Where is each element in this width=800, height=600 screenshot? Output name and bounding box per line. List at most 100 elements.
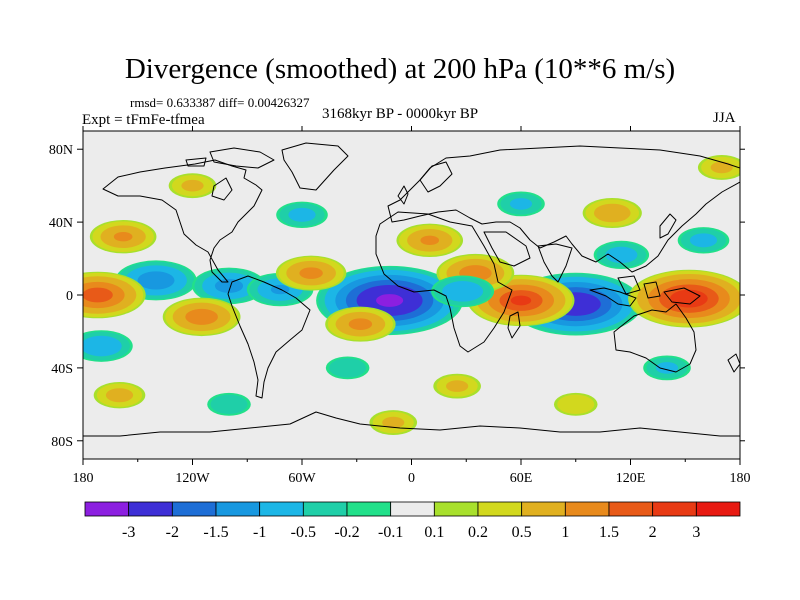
colorbar-label: -0.5 [291, 524, 316, 541]
colorbar-label: -2 [166, 524, 179, 541]
colorbar-label: -1 [253, 524, 266, 541]
anomaly-22 [643, 355, 691, 381]
plot-area [83, 131, 740, 459]
contour-level [348, 318, 373, 330]
colorbar-label: 1.5 [599, 524, 619, 541]
anomaly-25 [168, 173, 217, 199]
x-tick-label: 60W [288, 471, 316, 486]
contour-level [557, 394, 595, 415]
colorbar-swatch [433, 501, 479, 517]
coastline-australia [613, 303, 697, 373]
x-tick-label: 60E [510, 471, 533, 486]
contour-level [710, 161, 733, 174]
contour-level [185, 308, 218, 325]
contour-level [446, 380, 469, 392]
anomaly-28 [369, 410, 418, 435]
colorbar-swatch [608, 501, 654, 517]
coastline-greenland [281, 142, 349, 191]
contour-level [113, 231, 133, 242]
contour-level [689, 233, 718, 248]
colorbar-swatch [564, 501, 610, 517]
coastline-madagascar [507, 311, 521, 339]
anomaly-16 [593, 240, 650, 270]
colorbar-label: -0.1 [378, 524, 403, 541]
colorbar-swatch [215, 501, 261, 517]
divergence-field [83, 155, 740, 435]
y-tick-label: 40S [51, 362, 73, 377]
coastline-scandinavia [419, 161, 453, 193]
contour-level [510, 295, 532, 306]
anomaly-20 [83, 330, 133, 362]
colorbar-label: 3 [692, 524, 700, 541]
anomaly-10 [325, 306, 396, 342]
anomaly-13 [89, 219, 157, 254]
anomaly-18 [677, 227, 730, 254]
season-label: JJA [713, 110, 736, 126]
anomaly-23 [325, 356, 370, 380]
anomaly-15 [431, 275, 495, 308]
coastline-british-isles [397, 185, 409, 205]
axes: 180 120W 60W 0 60E 120E 180 80N 40N 0 40S 80S [49, 126, 751, 486]
anomaly-19 [497, 191, 545, 217]
contour-level [593, 203, 631, 223]
period-text: 3168kyr BP - 0000kyr BP [322, 106, 479, 122]
anomaly-24 [433, 373, 481, 399]
anomaly-12 [396, 223, 464, 258]
contour-level [83, 287, 113, 303]
colorbar-label: 1 [561, 524, 569, 541]
contour-level [299, 267, 323, 279]
colorbar-swatch [302, 501, 348, 517]
coastline-arabia [483, 231, 531, 267]
anomaly-14 [582, 198, 642, 228]
colorbar-swatch [521, 501, 566, 517]
contour-level [210, 394, 248, 415]
colorbar-swatch [259, 501, 304, 517]
coastlines [83, 142, 740, 437]
colorbar-label: -1.5 [203, 524, 228, 541]
x-tick-label: 120W [175, 471, 210, 486]
x-tick-label: 120E [616, 471, 646, 486]
contour-level [442, 281, 484, 302]
colorbar-swatch [84, 501, 130, 517]
colorbar-label: 0.2 [468, 524, 488, 541]
colorbar-label: 2 [649, 524, 657, 541]
anomaly-9 [275, 255, 347, 291]
coastline-south-america [227, 275, 311, 399]
contour-level [181, 179, 204, 192]
y-tick-label: 0 [66, 289, 73, 304]
y-tick-label: 80N [49, 143, 73, 158]
colorbar-swatch [652, 501, 697, 517]
colorbar-swatch [346, 501, 392, 517]
colorbar-label: -3 [122, 524, 135, 541]
coastline-indonesia [589, 275, 701, 307]
y-tick-label: 80S [51, 435, 73, 450]
anomaly-5 [628, 269, 740, 328]
contour-level [420, 235, 440, 246]
contour-level [288, 207, 316, 222]
contour-level [509, 198, 533, 210]
contour-level [382, 416, 405, 429]
colorbar-swatch [695, 501, 741, 517]
colorbar-label: 0.5 [512, 524, 532, 541]
anomaly-7 [83, 271, 146, 319]
x-tick-label: 180 [730, 471, 751, 486]
colorbar: -3 -2 -1.5 -1 -0.5 -0.2 -0.1 0.1 0.2 0.5 1 1.5 2 3 [84, 501, 741, 541]
anomaly-11 [162, 297, 241, 337]
anomaly-3 [192, 267, 266, 305]
colorbar-swatch [477, 501, 523, 517]
coastline-india [537, 243, 573, 283]
coastline-eurasia [387, 145, 740, 273]
contour-level [83, 335, 122, 357]
coastline-new-zealand [727, 353, 740, 373]
coastline-japan [659, 213, 677, 239]
anomaly-29 [207, 392, 251, 416]
coastline-africa [375, 211, 513, 353]
coastline-hudson-bay [211, 177, 233, 201]
anomaly-17 [276, 201, 328, 229]
contour-level [670, 289, 708, 308]
x-tick-label: 180 [73, 471, 94, 486]
anomaly-21 [93, 382, 146, 409]
coastline-arctic-islands [185, 147, 275, 169]
colorbar-label: -0.2 [334, 524, 359, 541]
